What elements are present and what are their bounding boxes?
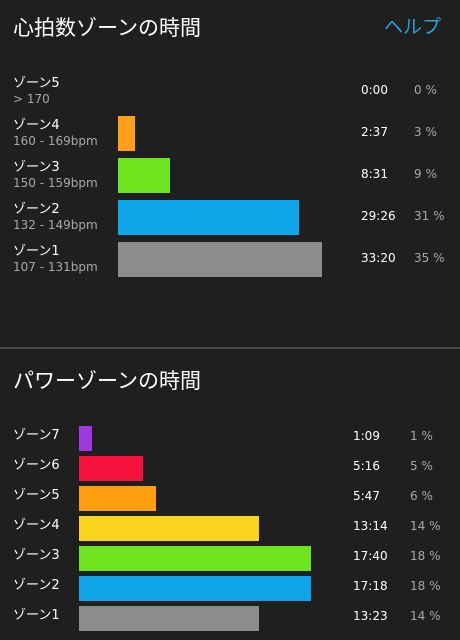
section-divider — [0, 347, 460, 349]
zone-name: ゾーン2 — [13, 202, 60, 217]
zone-time: 17:40 — [353, 549, 388, 563]
zone-name: ゾーン5 — [13, 488, 60, 503]
zone-time: 2:37 — [361, 125, 388, 139]
power-zone-row: ゾーン5 5:47 6 % — [0, 484, 460, 514]
zone-bar — [79, 516, 260, 541]
zone-name: ゾーン7 — [13, 428, 60, 443]
zone-name: ゾーン2 — [13, 578, 60, 593]
hr-zone-row: ゾーン5 > 170 0:00 0 % — [0, 72, 460, 114]
zone-range: 160 - 169bpm — [13, 134, 98, 148]
zone-percent: 1 % — [410, 429, 433, 443]
zone-name: ゾーン1 — [13, 244, 60, 259]
zone-percent: 0 % — [414, 83, 437, 97]
heart-rate-section: 心拍数ゾーンの時間 ヘルプ ゾーン5 > 170 0:00 0 % ゾーン4 160 - … — [0, 16, 460, 282]
zone-time: 33:20 — [361, 251, 396, 265]
zone-time: 5:47 — [353, 489, 380, 503]
zone-time: 17:18 — [353, 579, 388, 593]
zone-percent: 14 % — [410, 609, 441, 623]
power-zone-row: ゾーン4 13:14 14 % — [0, 514, 460, 544]
zone-percent: 35 % — [414, 251, 445, 265]
zone-name: ゾーン3 — [13, 160, 60, 175]
zone-time: 8:31 — [361, 167, 388, 181]
power-zone-row: ゾーン6 5:16 5 % — [0, 454, 460, 484]
hr-zone-row: ゾーン2 132 - 149bpm 29:26 31 % — [0, 198, 460, 240]
zone-range: 132 - 149bpm — [13, 218, 98, 232]
hr-zone-row: ゾーン1 107 - 131bpm 33:20 35 % — [0, 240, 460, 282]
zone-name: ゾーン3 — [13, 548, 60, 563]
zone-time: 0:00 — [361, 83, 388, 97]
zone-percent: 3 % — [414, 125, 437, 139]
zone-bar — [79, 606, 260, 631]
zone-percent: 9 % — [414, 167, 437, 181]
hr-zone-row: ゾーン3 150 - 159bpm 8:31 9 % — [0, 156, 460, 198]
zone-bar — [118, 116, 136, 151]
zone-time: 29:26 — [361, 209, 396, 223]
power-zone-row: ゾーン7 1:09 1 % — [0, 424, 460, 454]
zone-range: 150 - 159bpm — [13, 176, 98, 190]
zone-time: 1:09 — [353, 429, 380, 443]
zone-name: ゾーン1 — [13, 608, 60, 623]
zone-percent: 18 % — [410, 579, 441, 593]
zone-time: 13:23 — [353, 609, 388, 623]
zone-bar — [118, 158, 171, 193]
zone-bar — [79, 486, 157, 511]
zone-time: 5:16 — [353, 459, 380, 473]
zone-name: ゾーン5 — [13, 76, 60, 91]
hr-zone-row: ゾーン4 160 - 169bpm 2:37 3 % — [0, 114, 460, 156]
zone-bar — [79, 546, 311, 571]
zone-time: 13:14 — [353, 519, 388, 533]
zone-percent: 18 % — [410, 549, 441, 563]
zone-percent: 31 % — [414, 209, 445, 223]
zone-percent: 14 % — [410, 519, 441, 533]
power-zone-row: ゾーン3 17:40 18 % — [0, 544, 460, 574]
zone-percent: 5 % — [410, 459, 433, 473]
power-section: パワーゾーンの時間 ゾーン7 1:09 1 % ゾーン6 5:16 5 % ゾーン5 5:47… — [0, 349, 460, 640]
power-title: パワーゾーンの時間 — [13, 369, 201, 393]
zone-range: 107 - 131bpm — [13, 260, 98, 274]
power-zone-row: ゾーン2 17:18 18 % — [0, 574, 460, 604]
zone-bar — [79, 576, 311, 601]
help-link[interactable]: ヘルプ — [383, 16, 441, 38]
heart-rate-title: 心拍数ゾーンの時間 — [13, 16, 201, 40]
zone-bar — [118, 242, 322, 277]
zone-range: > 170 — [13, 92, 50, 106]
zone-percent: 6 % — [410, 489, 433, 503]
zone-name: ゾーン6 — [13, 458, 60, 473]
power-zone-row: ゾーン1 13:23 14 % — [0, 604, 460, 634]
zone-name: ゾーン4 — [13, 118, 60, 133]
zone-bar — [79, 426, 92, 451]
zone-bar — [118, 200, 299, 235]
zone-bar — [79, 456, 144, 481]
zone-name: ゾーン4 — [13, 518, 60, 533]
